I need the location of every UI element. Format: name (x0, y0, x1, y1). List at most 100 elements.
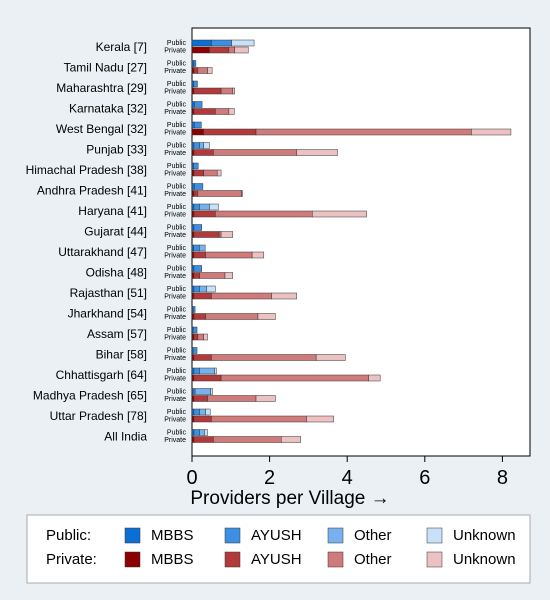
public-unknown-bar (205, 408, 211, 416)
private-ayush-bar (193, 67, 199, 74)
x-tick-label: 8 (497, 467, 508, 489)
public-ayush-bar (192, 306, 196, 313)
public-legend-label: Unknown (453, 527, 516, 544)
private-unknown-bar (306, 415, 334, 423)
private-row-label: Private (164, 396, 186, 403)
public-legend-swatch (327, 527, 344, 544)
public-row-label: Public (167, 81, 187, 88)
private-other-bar (213, 149, 298, 156)
private-mbbs-bar (191, 354, 195, 361)
public-ayush-bar (193, 80, 198, 88)
private-legend-swatch (426, 551, 443, 568)
private-ayush-bar (193, 251, 206, 259)
public-row-label: Public (167, 266, 187, 273)
state-label: Uttarakhand [47] (58, 245, 147, 259)
public-unknown-bar (231, 39, 255, 47)
public-unknown-bar (210, 388, 213, 395)
private-mbbs-bar (191, 108, 195, 115)
state-label: Kerala [7] (96, 40, 147, 54)
private-legend-swatch (224, 551, 241, 568)
private-unknown-bar (232, 87, 235, 95)
public-row-label: Public (167, 307, 187, 314)
private-other-bar (215, 210, 313, 218)
state-label: Haryana [41] (78, 204, 147, 218)
state-label: Himachal Pradesh [38] (26, 163, 147, 177)
legend: Public: MBBS AYUSH Other Unknown Private: MBBS… (26, 514, 531, 584)
public-legend-label: AYUSH (251, 527, 302, 544)
private-mbbs-bar (191, 231, 195, 238)
private-unknown-bar (255, 395, 276, 402)
public-legend-swatch (426, 527, 443, 544)
private-other-bar (220, 87, 233, 95)
public-ayush-bar (193, 142, 201, 149)
private-row-label: Private (164, 253, 186, 260)
public-row-label: Public (167, 286, 187, 293)
private-unknown-bar (312, 210, 367, 218)
private-other-bar (207, 395, 257, 402)
public-mbbs-bar (191, 39, 212, 47)
private-ayush-bar (193, 169, 204, 177)
private-mbbs-bar (191, 415, 195, 423)
private-other-bar (215, 108, 230, 115)
private-legend-label: AYUSH (251, 551, 302, 568)
private-other-bar (205, 313, 259, 320)
private-mbbs-bar (191, 333, 195, 341)
private-unknown-bar (216, 169, 222, 177)
private-row-label: Private (164, 212, 186, 219)
private-mbbs-bar (191, 272, 195, 279)
private-mbbs-bar (191, 87, 195, 95)
public-other-bar (199, 408, 206, 416)
private-row-label: Private (164, 191, 186, 198)
state-label: Uttar Pradesh [78] (50, 409, 147, 423)
public-mbbs-bar (191, 429, 195, 436)
public-row-label: Public (167, 122, 187, 129)
private-mbbs-bar (191, 149, 195, 156)
private-other-bar (197, 190, 242, 197)
private-mbbs-bar (191, 210, 195, 218)
private-mbbs-bar (191, 169, 195, 177)
state-label: Chhattisgarh [64] (56, 368, 147, 382)
private-ayush-bar (193, 436, 214, 443)
public-mbbs-bar (191, 203, 195, 211)
public-ayush-bar (193, 244, 200, 252)
private-ayush-bar (193, 292, 212, 300)
public-row-label: Public (167, 430, 187, 437)
private-row-label: Private (164, 376, 186, 383)
legend-items: Public: MBBS AYUSH Other Unknown Private: MBBS… (46, 527, 516, 568)
public-other-bar (199, 142, 204, 149)
private-other-bar (228, 46, 235, 54)
private-ayush-bar (193, 415, 212, 423)
private-mbbs-bar (191, 251, 195, 259)
private-ayush-bar (193, 190, 199, 197)
public-row-label: Public (167, 184, 187, 191)
public-unknown-bar (209, 203, 219, 211)
private-ayush-bar (193, 149, 214, 156)
private-row-label: Private (164, 314, 186, 321)
private-row-label: Private (164, 232, 186, 239)
public-ayush-bar (193, 408, 201, 416)
public-row-label: Public (167, 143, 187, 150)
private-legend-label: Unknown (453, 551, 516, 568)
private-other-bar (199, 272, 226, 279)
private-other-bar (211, 354, 317, 361)
x-tick-label: 6 (419, 467, 430, 489)
private-unknown-bar (234, 46, 249, 54)
private-other-bar (255, 128, 472, 136)
x-axis: 0 2 4 6 8 (186, 456, 508, 489)
private-mbbs-bar (191, 374, 195, 382)
public-ayush-bar (193, 429, 201, 436)
private-ayush-bar (193, 354, 212, 361)
private-mbbs-bar (191, 67, 195, 74)
public-ayush-bar (193, 367, 201, 375)
state-label: Odisha [48] (86, 266, 147, 280)
public-ayush-bar (194, 101, 203, 108)
public-row-label: Public (167, 163, 187, 170)
private-mbbs-bar (191, 313, 195, 320)
state-label: Punjab [33] (86, 143, 147, 157)
private-ayush-bar (193, 272, 201, 279)
private-unknown-bar (251, 251, 265, 259)
private-other-bar (211, 292, 272, 300)
private-other-bar (211, 415, 307, 423)
